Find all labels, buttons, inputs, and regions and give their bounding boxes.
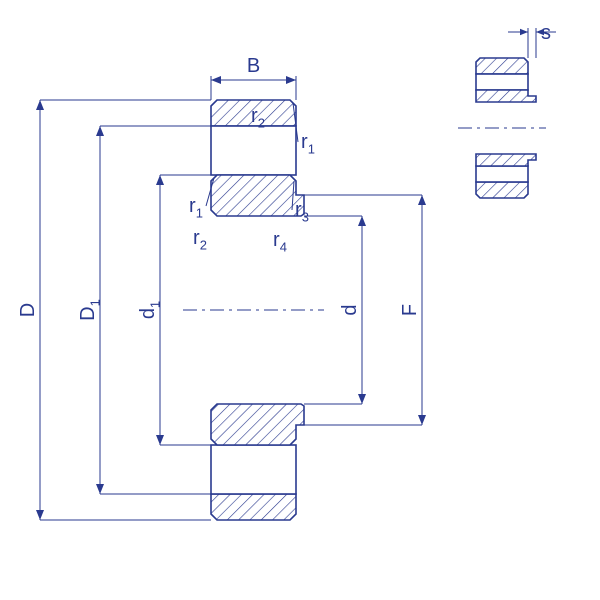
svg-text:r1: r1 <box>189 195 203 221</box>
svg-text:r1: r1 <box>301 131 315 157</box>
svg-text:D: D <box>17 303 39 317</box>
svg-text:r4: r4 <box>273 229 287 255</box>
bearing-diagram: sDD1d1dFBr2r1r1r2r3r4 <box>0 0 600 600</box>
svg-text:s: s <box>541 22 551 44</box>
svg-text:d1: d1 <box>137 301 163 319</box>
aux-section: s <box>458 22 556 198</box>
svg-text:d: d <box>339 304 361 315</box>
svg-text:D1: D1 <box>77 299 103 321</box>
svg-text:F: F <box>399 304 421 316</box>
svg-text:B: B <box>247 55 260 77</box>
main-section <box>183 100 324 520</box>
svg-text:r2: r2 <box>193 227 207 253</box>
